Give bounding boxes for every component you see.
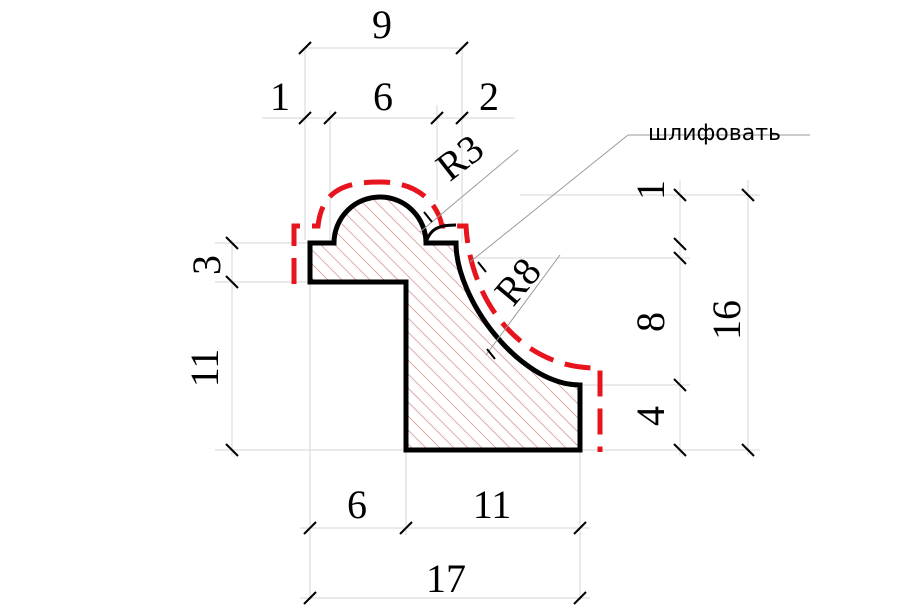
hatch-line: [310, 197, 341, 450]
hatch-line: [896, 190, 917, 460]
sanding-line: [291, 179, 603, 452]
hatch-line: [882, 190, 917, 460]
hatch-line: [545, 197, 580, 450]
r8-tick: [477, 261, 487, 273]
hatch-line: [840, 190, 917, 460]
extension-lines: [215, 47, 760, 600]
r3-leader: [419, 149, 519, 233]
hatch-line: [310, 197, 495, 450]
hatch-line: [658, 190, 917, 460]
hatch-line: [798, 190, 917, 460]
dim-right-top: 1: [628, 180, 673, 200]
hatch-line: [28, 190, 298, 460]
note-leader: [469, 134, 629, 263]
r8-tick-2: [486, 348, 496, 360]
dim-left-step: 3: [184, 255, 229, 275]
hatch-line: [784, 190, 917, 460]
hatch-line: [310, 197, 383, 450]
hatch-line: [0, 190, 270, 460]
hatch-line: [910, 190, 917, 460]
hatch-line: [310, 197, 579, 450]
dim-top-right-step: 2: [479, 74, 499, 119]
dim-bottom-right: 11: [473, 482, 512, 527]
dim-right-bottom: 4: [628, 406, 673, 426]
hatch-line: [728, 190, 917, 460]
dim-left-lower: 11: [182, 349, 227, 388]
hatch-line: [310, 197, 537, 450]
hatch-line: [770, 190, 917, 460]
sanding-note: шлифовать: [648, 121, 781, 146]
hatch-line: [742, 190, 917, 460]
hatch-line: [310, 197, 313, 450]
dim-top-left-step: 1: [270, 74, 290, 119]
hatch-line: [310, 197, 397, 450]
radius-large-label: R8: [485, 249, 549, 314]
hatch-line: [644, 190, 914, 460]
hatch-line: [854, 190, 917, 460]
profile-outline: [307, 194, 583, 453]
hatch-line: [14, 190, 284, 460]
hatch-line: [826, 190, 917, 460]
r8-leader: [485, 254, 561, 356]
hatch-line: [868, 190, 917, 460]
dim-right-middle: 8: [628, 312, 673, 332]
dimension-ticks: [225, 41, 755, 605]
dim-top-middle: 6: [373, 74, 393, 119]
hatch-line: [310, 197, 481, 450]
hatch-line: [321, 197, 580, 450]
hatch-line: [377, 197, 580, 450]
dim-right-overall: 16: [704, 300, 749, 340]
hatch-line: [310, 197, 327, 450]
r3-tick: [423, 211, 433, 223]
hatch-line: [335, 197, 580, 450]
bead-fillet: [424, 223, 457, 244]
hatch-line: [310, 197, 439, 450]
dim-bottom-overall: 17: [426, 556, 466, 601]
dim-bottom-left: 6: [347, 482, 367, 527]
hatch-line: [310, 197, 425, 450]
hatch-line: [310, 197, 565, 450]
dim-top-overall: 9: [372, 2, 392, 47]
hatch-line: [310, 197, 411, 450]
section-hatching: [0, 190, 917, 460]
hatch-line: [310, 197, 355, 450]
hatch-line: [812, 190, 917, 460]
hatch-line: [756, 190, 917, 460]
hatch-line: [310, 197, 369, 450]
hatch-line: [310, 197, 453, 450]
